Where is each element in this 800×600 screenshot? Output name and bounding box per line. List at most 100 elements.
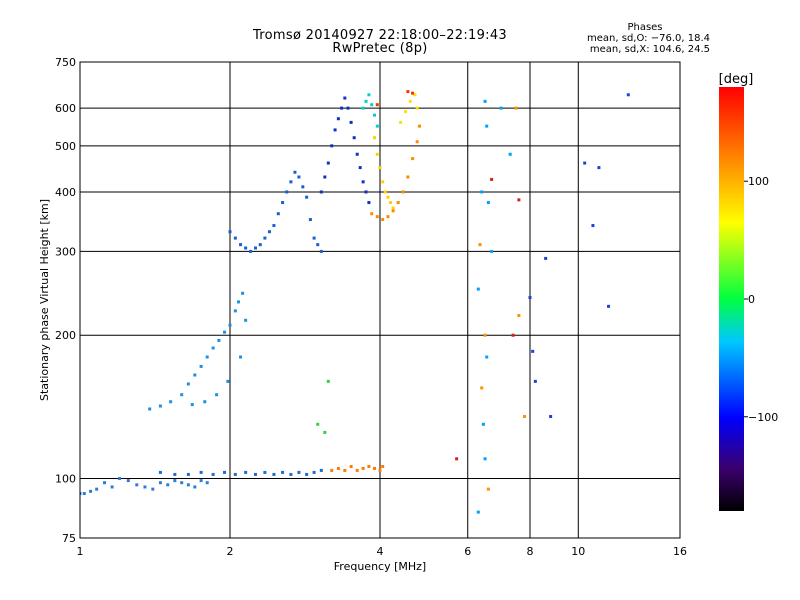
data-point: [343, 468, 347, 472]
data-point: [386, 195, 390, 199]
data-point: [417, 124, 421, 128]
data-point: [244, 246, 248, 250]
data-point: [297, 175, 301, 179]
data-point: [233, 309, 237, 313]
data-points: [80, 90, 630, 514]
data-point: [89, 489, 93, 493]
data-point: [211, 472, 215, 476]
data-point: [480, 190, 484, 194]
data-point: [239, 355, 243, 359]
data-point: [330, 468, 334, 472]
data-point: [228, 323, 232, 327]
colorbar-tick-label: −100: [748, 411, 778, 424]
data-point: [481, 422, 485, 426]
data-point: [485, 355, 489, 359]
data-point: [381, 180, 385, 184]
data-point: [523, 414, 527, 418]
data-point: [364, 99, 368, 103]
data-point: [375, 124, 379, 128]
data-point: [483, 457, 487, 461]
data-point: [148, 407, 152, 411]
data-point: [293, 170, 297, 174]
data-point: [258, 243, 262, 247]
data-point: [272, 224, 276, 228]
data-point: [180, 481, 184, 485]
data-point: [305, 472, 309, 476]
data-point: [319, 190, 323, 194]
data-point: [336, 117, 340, 121]
data-point: [375, 152, 379, 156]
stats-heading: Phases: [627, 22, 663, 33]
data-point: [180, 393, 184, 397]
colorbar-tick-label: 0: [748, 293, 755, 306]
x-tick-label: 2: [227, 545, 234, 558]
data-point: [276, 212, 280, 216]
data-point: [110, 485, 114, 489]
data-point: [158, 481, 162, 485]
data-point: [486, 487, 490, 491]
data-point: [361, 466, 365, 470]
data-point: [485, 124, 489, 128]
data-point: [386, 215, 390, 219]
data-point: [511, 333, 515, 337]
chart-subtitle: RwPretec (8p): [332, 41, 428, 56]
data-point: [415, 106, 419, 110]
colorbar-tick-label: 100: [748, 175, 769, 188]
data-point: [358, 166, 362, 170]
data-point: [319, 249, 323, 253]
data-point: [323, 430, 327, 434]
data-point: [415, 140, 419, 144]
data-point: [378, 166, 382, 170]
data-point: [396, 201, 400, 205]
x-tick-label: 1: [77, 545, 84, 558]
data-point: [308, 218, 312, 222]
data-point: [186, 472, 190, 476]
data-point: [205, 481, 209, 485]
data-point: [370, 103, 374, 107]
data-point: [126, 479, 130, 483]
data-point: [517, 314, 521, 318]
data-point: [476, 287, 480, 291]
data-point: [199, 479, 203, 483]
data-point: [319, 468, 323, 472]
data-point: [186, 483, 190, 487]
data-point: [205, 355, 209, 359]
data-point: [199, 364, 203, 368]
data-point: [349, 464, 353, 468]
data-point: [244, 470, 248, 474]
data-point: [607, 304, 611, 308]
data-point: [367, 93, 371, 97]
data-point: [476, 510, 480, 514]
y-tick-label: 500: [55, 140, 76, 153]
data-point: [408, 99, 412, 103]
data-point: [244, 318, 248, 322]
data-point: [411, 157, 415, 161]
data-point: [480, 386, 484, 390]
data-point: [143, 485, 147, 489]
data-point: [333, 128, 337, 132]
data-point: [406, 175, 410, 179]
data-point: [355, 468, 359, 472]
data-point: [158, 470, 162, 474]
data-point: [391, 206, 395, 210]
data-point: [411, 91, 415, 95]
data-point: [169, 400, 173, 404]
data-point: [226, 379, 230, 383]
colorbar-label: [deg]: [719, 72, 754, 87]
x-axis-label: Frequency [MHz]: [334, 560, 426, 573]
data-point: [406, 90, 410, 94]
y-tick-label: 75: [62, 532, 76, 545]
data-point: [241, 291, 245, 295]
data-point: [533, 379, 537, 383]
y-tick-label: 400: [55, 186, 76, 199]
data-point: [378, 468, 382, 472]
data-point: [316, 243, 320, 247]
data-point: [514, 106, 518, 110]
y-tick-label: 200: [55, 329, 76, 342]
x-tick-label: 16: [673, 545, 687, 558]
data-point: [352, 136, 356, 140]
data-point: [391, 209, 395, 213]
colorbar-ticks: 100 0 −100: [744, 175, 778, 424]
data-point: [289, 180, 293, 184]
data-point: [455, 457, 459, 461]
